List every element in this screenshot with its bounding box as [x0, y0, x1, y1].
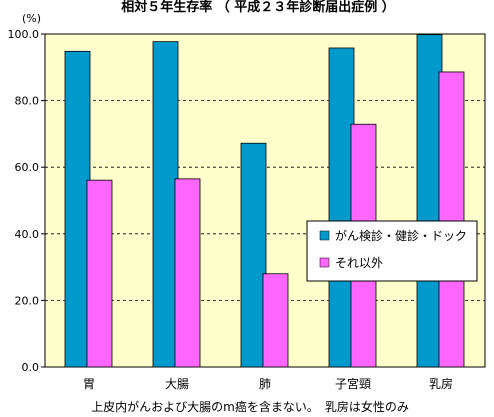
bar-screening-1 — [152, 41, 179, 368]
bar-screening-2 — [240, 142, 267, 368]
legend-label-other: それ以外 — [335, 256, 383, 270]
legend: がん検診・健診・ドック それ以外 — [306, 220, 478, 282]
y-tick-label: 40.0 — [15, 228, 40, 241]
y-tick-label: 20.0 — [15, 294, 40, 307]
footnote: 上皮内がんおよび大腸のm癌を含まない。 乳房は女性のみ — [91, 399, 409, 414]
x-category-label: 大腸 — [165, 377, 189, 391]
x-category-label: 肺 — [259, 377, 271, 391]
bar-other-2 — [262, 273, 289, 368]
x-category-label: 子宮頸 — [335, 376, 371, 391]
bar-other-4 — [438, 71, 465, 368]
bar-screening-0 — [64, 50, 91, 368]
bar-other-0 — [86, 179, 113, 368]
legend-label-screening: がん検診・健診・ドック — [335, 228, 467, 243]
x-category-label: 乳房 — [429, 376, 453, 391]
x-category-label: 胃 — [83, 377, 95, 391]
y-tick-label: 0.0 — [22, 361, 40, 374]
x-axis-labels: 胃 大腸 肺 子宮頸 乳房 — [83, 376, 453, 391]
legend-swatch-other — [319, 257, 330, 268]
y-axis-ticks: 0.0 20.0 40.0 60.0 80.0 100.0 — [8, 28, 45, 374]
y-axis-unit: (%) — [22, 12, 41, 25]
chart-title: 相対５年生存率 （ 平成２３年診断届出症例 ） — [121, 0, 395, 15]
bar-screening-3 — [328, 47, 355, 368]
legend-box — [306, 220, 478, 282]
legend-swatch-screening — [319, 230, 330, 241]
y-tick-label: 60.0 — [15, 161, 40, 174]
bar-other-1 — [174, 178, 201, 368]
bar-screening-4 — [416, 34, 443, 368]
y-tick-label: 100.0 — [8, 28, 40, 41]
y-tick-label: 80.0 — [15, 95, 40, 108]
